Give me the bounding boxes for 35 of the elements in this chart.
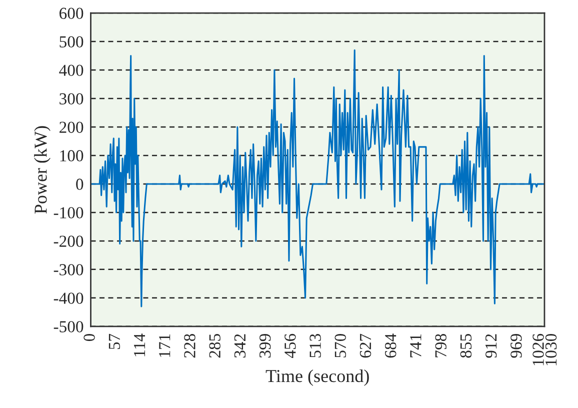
x-tick-label: 285 (209, 334, 220, 358)
y-tick-label: -400 (54, 292, 84, 304)
x-tick-label: 912 (485, 334, 497, 358)
y-tick-label: -100 (54, 207, 84, 218)
x-tick-label: 855 (460, 334, 472, 358)
y-tick-label: 400 (59, 64, 84, 76)
line-series (90, 49, 544, 308)
x-tick-label: 741 (410, 334, 422, 358)
y-axis-title: Power (kW) (34, 126, 50, 214)
x-tick-label: 1030 (545, 334, 557, 366)
x-tick-label: 969 (510, 334, 522, 358)
y-tick-label: 500 (60, 36, 84, 48)
x-tick-label: 627 (360, 334, 372, 358)
y-tick-label: 0 (76, 178, 84, 190)
x-tick-label: 570 (334, 334, 346, 358)
x-tick-label: 456 (284, 334, 296, 358)
x-tick-label: 342 (234, 334, 246, 358)
y-tick-label: 100 (60, 150, 84, 162)
x-tick-label: 171 (159, 334, 170, 357)
x-tick-label: 114 (134, 334, 145, 356)
x-tick-label: 57 (108, 334, 120, 350)
y-tick-label: 300 (60, 93, 84, 104)
y-tick-label: 200 (60, 122, 84, 133)
y-tick-label: -500 (54, 321, 84, 332)
y-tick-label: 600 (60, 8, 84, 20)
x-tick-label: 798 (435, 334, 446, 358)
x-tick-label: 228 (184, 334, 196, 358)
x-tick-label: 513 (310, 334, 321, 358)
x-tick-label: 0 (84, 334, 95, 342)
x-axis-title: Time (second) (266, 369, 369, 386)
y-tick-label: -300 (54, 264, 84, 276)
x-tick-label: 1026 (532, 334, 544, 366)
y-tick-label: -200 (54, 236, 84, 247)
x-tick-label: 399 (259, 334, 271, 358)
x-tick-label: 684 (384, 334, 396, 358)
